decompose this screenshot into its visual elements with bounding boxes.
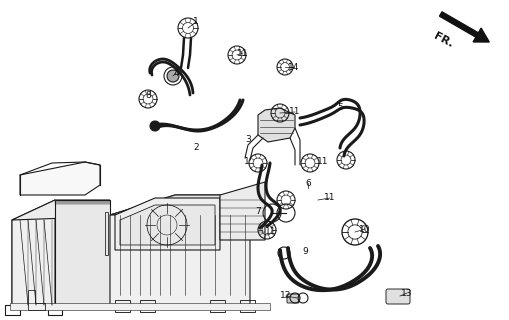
Text: 11: 11 [324, 194, 336, 203]
Polygon shape [12, 200, 110, 220]
Polygon shape [258, 108, 295, 142]
Text: 4: 4 [173, 68, 179, 77]
FancyBboxPatch shape [287, 294, 299, 303]
FancyBboxPatch shape [386, 289, 410, 304]
Polygon shape [55, 200, 110, 305]
Text: 11: 11 [265, 227, 277, 236]
Text: 10: 10 [359, 225, 371, 234]
Text: 8: 8 [145, 91, 151, 100]
Text: 11: 11 [237, 49, 249, 58]
Circle shape [150, 121, 160, 131]
Circle shape [167, 70, 179, 82]
Polygon shape [12, 218, 18, 305]
Polygon shape [20, 162, 100, 195]
Text: 1: 1 [193, 18, 199, 27]
Text: 2: 2 [193, 142, 199, 151]
Text: 9: 9 [302, 246, 308, 255]
Text: 6: 6 [305, 179, 311, 188]
Text: 5: 5 [337, 102, 343, 111]
Text: 13: 13 [401, 289, 413, 298]
Text: 1: 1 [244, 157, 250, 166]
Text: 3: 3 [245, 135, 251, 145]
Polygon shape [110, 195, 250, 215]
Polygon shape [10, 303, 270, 310]
Polygon shape [12, 200, 55, 305]
Text: 11: 11 [317, 157, 329, 166]
Polygon shape [110, 195, 250, 305]
FancyArrow shape [439, 12, 489, 42]
Text: 14: 14 [288, 62, 300, 71]
Text: 7: 7 [255, 207, 261, 217]
Text: FR.: FR. [432, 31, 455, 49]
Text: 11: 11 [289, 108, 301, 116]
Polygon shape [220, 182, 265, 240]
Polygon shape [115, 198, 220, 250]
Polygon shape [120, 205, 215, 245]
Text: 12: 12 [280, 292, 292, 300]
